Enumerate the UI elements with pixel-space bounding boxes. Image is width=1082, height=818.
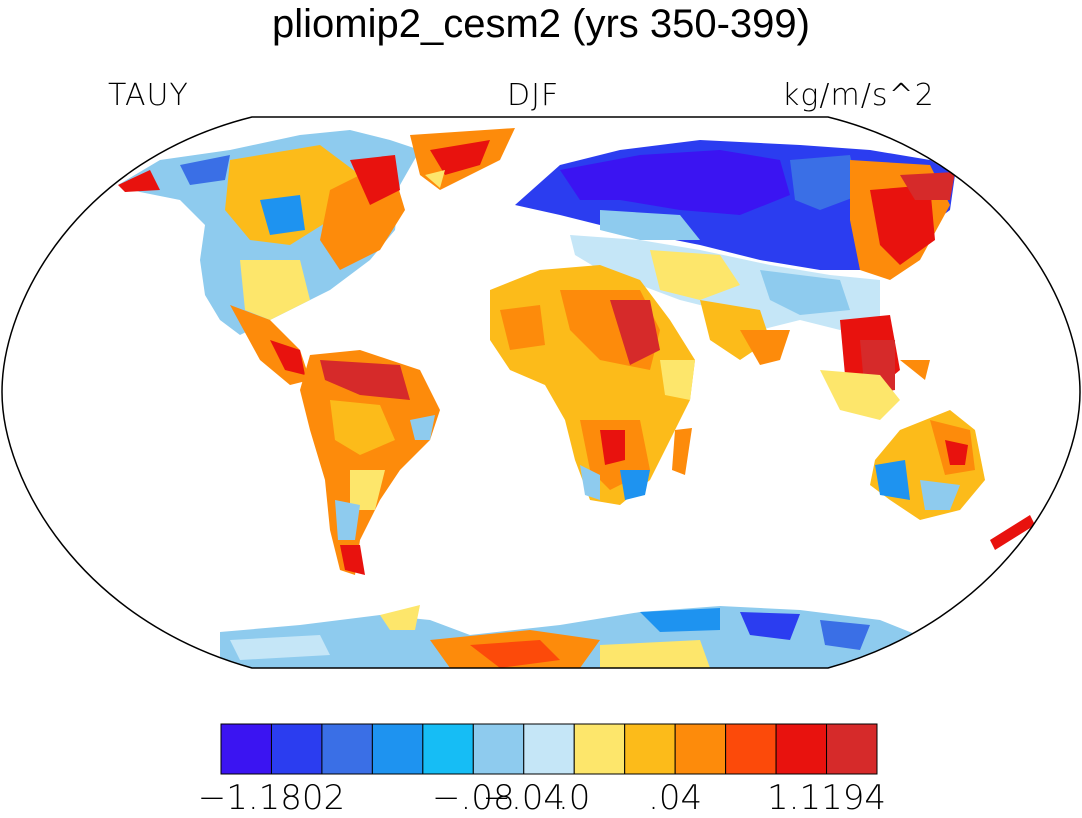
units-label: kg/m/s^2	[782, 78, 935, 113]
south-america	[300, 350, 440, 575]
colorbar-swatch	[220, 723, 272, 775]
eurasia-north	[515, 140, 955, 280]
map-boundary	[1, 116, 1081, 669]
colorbar-swatch	[422, 723, 474, 775]
colorbar-tick-label: −.04	[482, 778, 566, 818]
greenland	[410, 128, 515, 190]
colorbar-swatch	[321, 723, 373, 775]
colorbar-tick-label: .0	[557, 778, 591, 818]
colorbar-swatch	[725, 723, 777, 775]
colorbar	[220, 723, 878, 775]
colorbar-swatch	[624, 723, 676, 775]
colorbar-swatch	[775, 723, 828, 775]
colorbar-swatch	[523, 723, 575, 775]
colorbar-swatch	[674, 723, 727, 775]
antarctica	[220, 605, 930, 668]
colorbar-swatch	[472, 723, 525, 775]
australia	[820, 360, 1035, 550]
north-america	[118, 130, 420, 385]
colorbar-tick-label: .04	[648, 778, 703, 818]
colorbar-tick-label: −1.1802	[197, 778, 346, 818]
colorbar-tick-label: −.08	[432, 778, 515, 818]
colorbar-swatch	[371, 723, 424, 775]
season-label: DJF	[507, 78, 560, 113]
colorbar-tick-label: 1.1194	[767, 778, 887, 818]
map-title: pliomip2_cesm2 (yrs 350-399)	[271, 2, 810, 46]
colorbar-swatch	[826, 723, 878, 775]
map-data-layer	[118, 128, 1035, 668]
variable-label: TAUY	[108, 78, 189, 113]
africa	[490, 265, 695, 505]
colorbar-swatch	[270, 723, 323, 775]
colorbar-swatch	[573, 723, 626, 775]
